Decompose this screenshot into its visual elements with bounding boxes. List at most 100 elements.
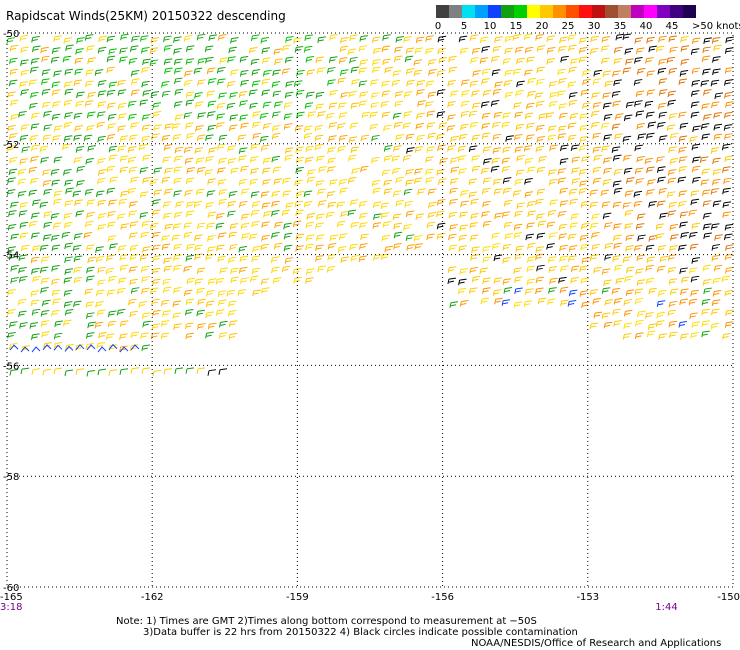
wind-barb <box>670 234 679 241</box>
wind-barb <box>129 310 138 318</box>
wind-barb <box>173 155 183 163</box>
wind-barb <box>666 56 676 64</box>
wind-barb <box>7 309 16 316</box>
wind-barb <box>216 244 225 252</box>
wind-barb <box>228 46 237 54</box>
wind-barb <box>351 167 360 175</box>
wind-barb <box>40 310 50 317</box>
wind-barb <box>404 55 414 63</box>
wind-barb <box>184 70 193 77</box>
wind-barb <box>724 289 733 297</box>
wind-barb <box>427 188 437 196</box>
wind-barb <box>327 79 336 86</box>
wind-barb <box>295 89 305 97</box>
wind-barb <box>282 190 292 198</box>
wind-barb <box>547 210 557 217</box>
wind-barb <box>173 264 182 272</box>
wind-barb <box>525 134 535 141</box>
wind-barb <box>294 46 304 53</box>
wind-barb <box>402 154 412 162</box>
wind-barb <box>40 287 49 294</box>
wind-barb <box>228 231 238 239</box>
wind-barb <box>40 320 50 327</box>
wind-barb <box>95 255 105 263</box>
wind-barb <box>218 134 228 142</box>
wind-barb <box>185 177 195 185</box>
wind-barb <box>18 276 28 283</box>
wind-barb <box>491 243 501 250</box>
wind-barb <box>316 155 325 163</box>
wind-barb <box>350 221 360 229</box>
wind-barb <box>623 309 633 317</box>
wind-barb <box>185 210 195 218</box>
wind-barb <box>139 191 149 198</box>
wind-barb <box>205 311 214 319</box>
wind-barb <box>230 37 239 44</box>
wind-barb <box>218 368 228 375</box>
wind-barb <box>185 332 194 340</box>
wind-barb <box>425 101 434 108</box>
wind-barb <box>94 321 104 329</box>
wind-barb <box>369 111 379 119</box>
wind-barb <box>636 123 645 130</box>
wind-barb <box>470 212 479 220</box>
wind-barb <box>86 211 95 219</box>
wind-barb <box>448 66 458 74</box>
wind-barb <box>648 287 657 295</box>
wind-barb <box>284 257 294 264</box>
wind-barb <box>381 90 391 97</box>
wind-barb <box>161 235 170 242</box>
wind-barb <box>184 189 193 197</box>
wind-barb <box>625 245 634 252</box>
wind-barb <box>32 275 41 283</box>
wind-barb <box>151 323 161 330</box>
wind-barb <box>21 244 30 252</box>
wind-barb <box>261 221 270 228</box>
wind-barb <box>86 266 95 274</box>
wind-barb <box>303 190 313 198</box>
wind-barb <box>604 299 613 306</box>
wind-barb <box>636 254 646 262</box>
wind-barb <box>328 135 337 142</box>
wind-barb <box>17 298 27 306</box>
wind-barb <box>263 210 272 218</box>
wind-barb <box>405 210 415 218</box>
wind-barb <box>119 155 129 163</box>
wind-barb <box>185 99 195 107</box>
wind-barb <box>393 55 403 63</box>
wind-barb <box>448 211 458 219</box>
wind-barb <box>205 300 215 308</box>
wind-barb <box>558 125 567 133</box>
wind-barb <box>526 256 536 263</box>
wind-barb <box>436 111 446 118</box>
wind-barb <box>570 144 580 152</box>
wind-barb <box>207 322 217 330</box>
wind-barb <box>129 232 138 240</box>
wind-barb <box>29 102 38 110</box>
wind-barb <box>469 234 479 242</box>
wind-barb <box>567 134 577 142</box>
wind-barb <box>85 301 95 308</box>
wind-barb <box>215 122 225 129</box>
wind-barb <box>152 278 161 286</box>
wind-barb <box>613 46 623 54</box>
wind-barb <box>393 190 402 197</box>
legend-label: 15 <box>509 21 523 32</box>
wind-barb <box>426 233 435 241</box>
wind-barb <box>19 158 28 165</box>
wind-barb <box>459 224 468 232</box>
wind-barb <box>262 101 272 109</box>
wind-barb <box>524 46 534 54</box>
wind-barb <box>261 78 271 86</box>
wind-barb <box>238 147 248 154</box>
wind-barb <box>127 100 137 108</box>
wind-barb <box>580 200 590 208</box>
wind-barb <box>207 111 216 118</box>
wind-barb <box>64 369 74 377</box>
wind-barb <box>149 179 159 186</box>
wind-barb <box>667 169 677 176</box>
wind-barb <box>483 158 492 165</box>
wind-barb <box>425 177 434 184</box>
wind-barb <box>711 299 721 306</box>
